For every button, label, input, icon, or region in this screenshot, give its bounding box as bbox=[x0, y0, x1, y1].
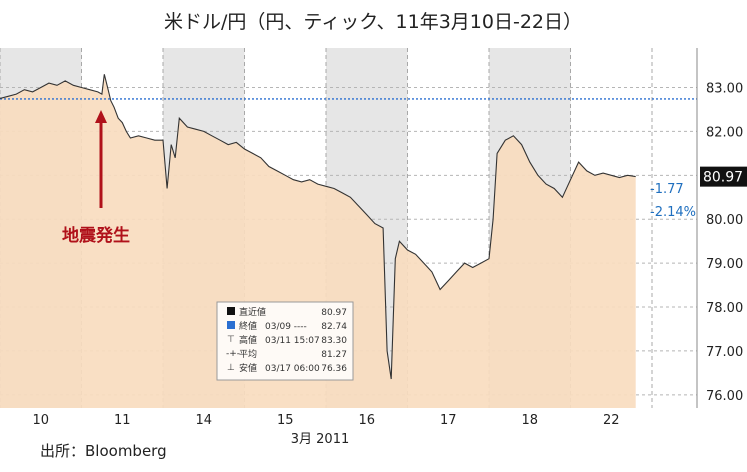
x-axis-label: 3月 2011 bbox=[291, 432, 350, 447]
legend-detail-high: 03/11 15:07 bbox=[265, 336, 320, 346]
last-value-box: 80.97 bbox=[700, 166, 747, 187]
y-tick-label-7: 76.00 bbox=[706, 389, 743, 404]
source-label: 出所：Bloomberg bbox=[40, 442, 167, 460]
legend-label-high: 高値 bbox=[239, 334, 257, 346]
y-tick-label-5: 78.00 bbox=[706, 301, 743, 316]
legend-label-average: 平均 bbox=[239, 348, 257, 360]
legend-box: ⊤ -+- ⊥ 直近値 80.97 終値 03/09 ---- 82.74 高値… bbox=[216, 301, 354, 381]
quake-arrow-head bbox=[95, 110, 107, 123]
x-tick-label-6: 18 bbox=[521, 413, 538, 428]
x-tick-label-2: 14 bbox=[195, 413, 212, 428]
legend-label-last: 直近値 bbox=[239, 306, 266, 318]
y-tick-label-6: 77.00 bbox=[706, 345, 743, 360]
x-tick-label-7: 22 bbox=[603, 413, 620, 428]
high-marker-icon: ⊤ bbox=[227, 335, 235, 345]
legend-value-last: 80.97 bbox=[321, 308, 347, 318]
legend-value-close: 82.74 bbox=[321, 322, 347, 332]
legend-value-average: 81.27 bbox=[321, 350, 347, 360]
last-value-swatch bbox=[227, 307, 235, 315]
legend-value-high: 83.30 bbox=[321, 336, 347, 346]
y-tick-label-3: 80.00 bbox=[706, 213, 743, 228]
quake-annotation: 地震発生 bbox=[62, 225, 130, 246]
x-tick-label-1: 11 bbox=[114, 413, 131, 428]
close-value-swatch bbox=[227, 321, 235, 329]
x-tick-label-3: 15 bbox=[277, 413, 294, 428]
change-label-abs: -1.77 bbox=[650, 182, 684, 197]
x-tick-label-0: 10 bbox=[32, 413, 49, 428]
y-tick-label-1: 82.00 bbox=[706, 125, 743, 140]
change-label-pct: -2.14% bbox=[650, 205, 696, 220]
x-axis-ticks: 10 11 14 15 16 17 18 22 bbox=[32, 413, 619, 428]
low-marker-icon: ⊥ bbox=[227, 363, 235, 373]
last-value-label: 80.97 bbox=[703, 170, 743, 186]
price-line bbox=[0, 74, 636, 380]
legend-label-close: 終値 bbox=[239, 320, 257, 332]
x-tick-label-4: 16 bbox=[358, 413, 375, 428]
legend-detail-low: 03/17 06:00 bbox=[265, 364, 320, 374]
chart-title: 米ドル/円（円、ティック、11年3月10日-22日） bbox=[164, 11, 582, 33]
price-area bbox=[0, 74, 636, 409]
x-tick-label-5: 17 bbox=[440, 413, 457, 428]
y-tick-label-4: 79.00 bbox=[706, 257, 743, 272]
legend-value-low: 76.36 bbox=[321, 364, 347, 374]
legend-label-low: 安値 bbox=[239, 362, 257, 374]
average-marker-icon: -+- bbox=[226, 349, 240, 359]
legend-detail-close: 03/09 ---- bbox=[265, 322, 307, 332]
y-tick-label-0: 83.00 bbox=[706, 82, 743, 97]
